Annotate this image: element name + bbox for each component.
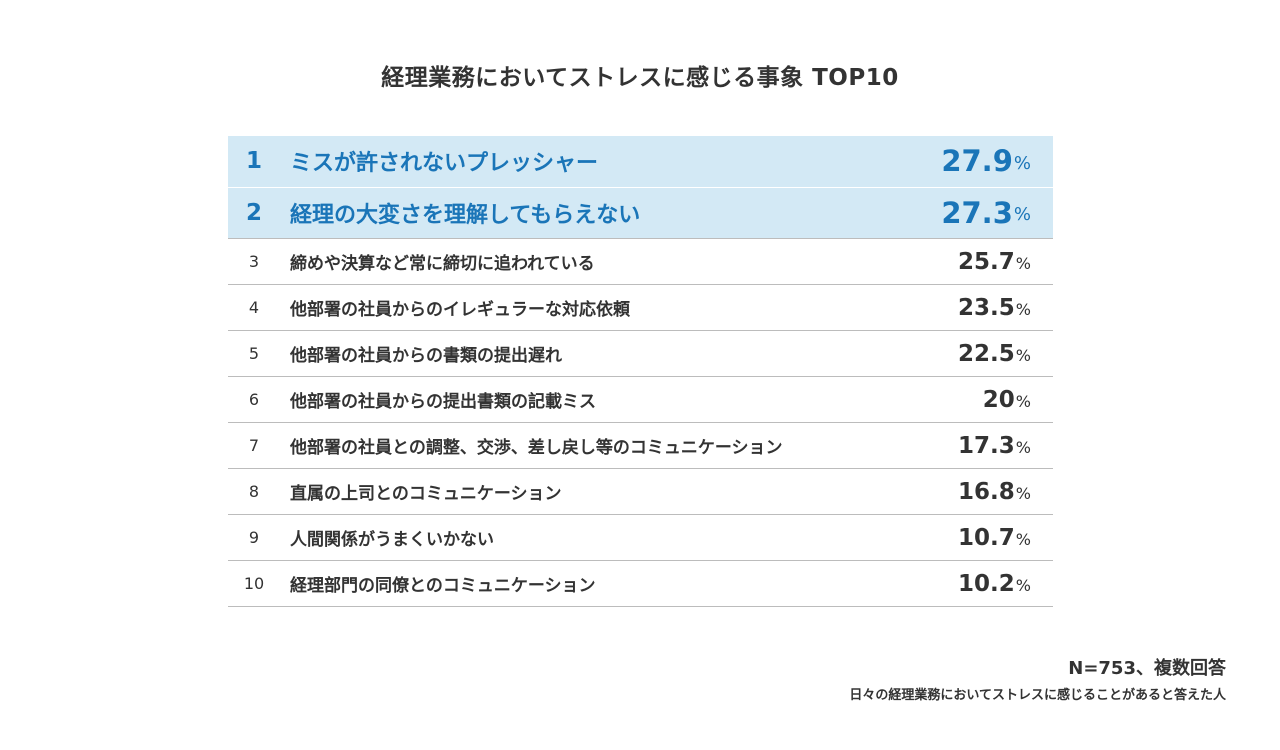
- rank-number: 8: [248, 482, 260, 501]
- table-row: 9 人間関係がうまくいかない 10.7%: [228, 515, 1053, 561]
- row-label: 他部署の社員からの書類の提出遅れ: [290, 346, 562, 366]
- row-label: 他部署の社員との調整、交渉、差し戻し等のコミュニケーション: [290, 438, 783, 458]
- row-label: 直属の上司とのコミュニケーション: [290, 484, 562, 504]
- rank-number: 2: [245, 199, 262, 226]
- value-number: 25.7: [958, 248, 1015, 275]
- table-row: 3 締めや決算など常に締切に追われている 25.7%: [228, 239, 1053, 285]
- table-row: 6 他部署の社員からの提出書類の記載ミス 20%: [228, 377, 1053, 423]
- rank-number: 5: [248, 344, 260, 363]
- row-label: 他部署の社員からのイレギュラーな対応依頼: [290, 300, 630, 320]
- row-label: 他部署の社員からの提出書類の記載ミス: [290, 392, 596, 412]
- value-number: 27.9: [941, 144, 1013, 179]
- rank-number: 7: [248, 436, 260, 455]
- value-unit: %: [1015, 484, 1031, 503]
- value-unit: %: [1015, 300, 1031, 319]
- row-value: 20%: [983, 377, 1031, 422]
- rank-number: 3: [248, 252, 260, 271]
- value-unit: %: [1013, 204, 1031, 226]
- rank-number: 1: [245, 148, 262, 175]
- value-number: 10.7: [958, 524, 1015, 551]
- table-row: 10 経理部門の同僚とのコミュニケーション 10.2%: [228, 561, 1053, 607]
- row-value: 27.3%: [941, 188, 1031, 239]
- sample-note: N=753、複数回答: [1068, 658, 1226, 679]
- row-value: 27.9%: [941, 136, 1031, 187]
- value-unit: %: [1015, 392, 1031, 411]
- row-label: 人間関係がうまくいかない: [290, 530, 494, 550]
- value-unit: %: [1013, 152, 1031, 174]
- ranking-table: 1 ミスが許されないプレッシャー 27.9% 2 経理の大変さを理解してもらえない 27.…: [228, 136, 1053, 607]
- row-label: ミスが許されないプレッシャー: [290, 151, 599, 177]
- table-row: 5 他部署の社員からの書類の提出遅れ 22.5%: [228, 331, 1053, 377]
- value-number: 23.5: [958, 294, 1015, 321]
- table-row: 8 直属の上司とのコミュニケーション 16.8%: [228, 469, 1053, 515]
- row-label: 経理の大変さを理解してもらえない: [290, 202, 641, 228]
- row-value: 10.7%: [958, 515, 1031, 560]
- row-value: 22.5%: [958, 331, 1031, 376]
- value-unit: %: [1015, 530, 1031, 549]
- table-row: 4 他部署の社員からのイレギュラーな対応依頼 23.5%: [228, 285, 1053, 331]
- row-value: 10.2%: [958, 561, 1031, 606]
- value-unit: %: [1015, 438, 1031, 457]
- value-number: 17.3: [958, 432, 1015, 459]
- value-number: 10.2: [958, 570, 1015, 597]
- rank-number: 9: [248, 528, 260, 547]
- row-value: 23.5%: [958, 285, 1031, 330]
- table-row: 1 ミスが許されないプレッシャー 27.9%: [228, 136, 1053, 188]
- value-number: 27.3: [941, 195, 1013, 230]
- rank-number: 10: [243, 574, 265, 593]
- value-unit: %: [1015, 346, 1031, 365]
- chart-title: 経理業務においてストレスに感じる事象 TOP10: [381, 65, 899, 91]
- row-value: 16.8%: [958, 469, 1031, 514]
- table-row: 7 他部署の社員との調整、交渉、差し戻し等のコミュニケーション 17.3%: [228, 423, 1053, 469]
- row-label: 締めや決算など常に締切に追われている: [290, 254, 595, 274]
- row-value: 25.7%: [958, 239, 1031, 284]
- rank-number: 4: [248, 298, 260, 317]
- row-label: 経理部門の同僚とのコミュニケーション: [290, 576, 596, 596]
- value-number: 16.8: [958, 478, 1015, 505]
- value-number: 22.5: [958, 340, 1015, 367]
- rank-number: 6: [248, 390, 260, 409]
- value-unit: %: [1015, 254, 1031, 273]
- row-value: 17.3%: [958, 423, 1031, 468]
- respondent-note: 日々の経理業務においてストレスに感じることがあると答えた人: [849, 688, 1226, 703]
- value-unit: %: [1015, 576, 1031, 595]
- value-number: 20: [982, 386, 1015, 413]
- table-row: 2 経理の大変さを理解してもらえない 27.3%: [228, 187, 1053, 239]
